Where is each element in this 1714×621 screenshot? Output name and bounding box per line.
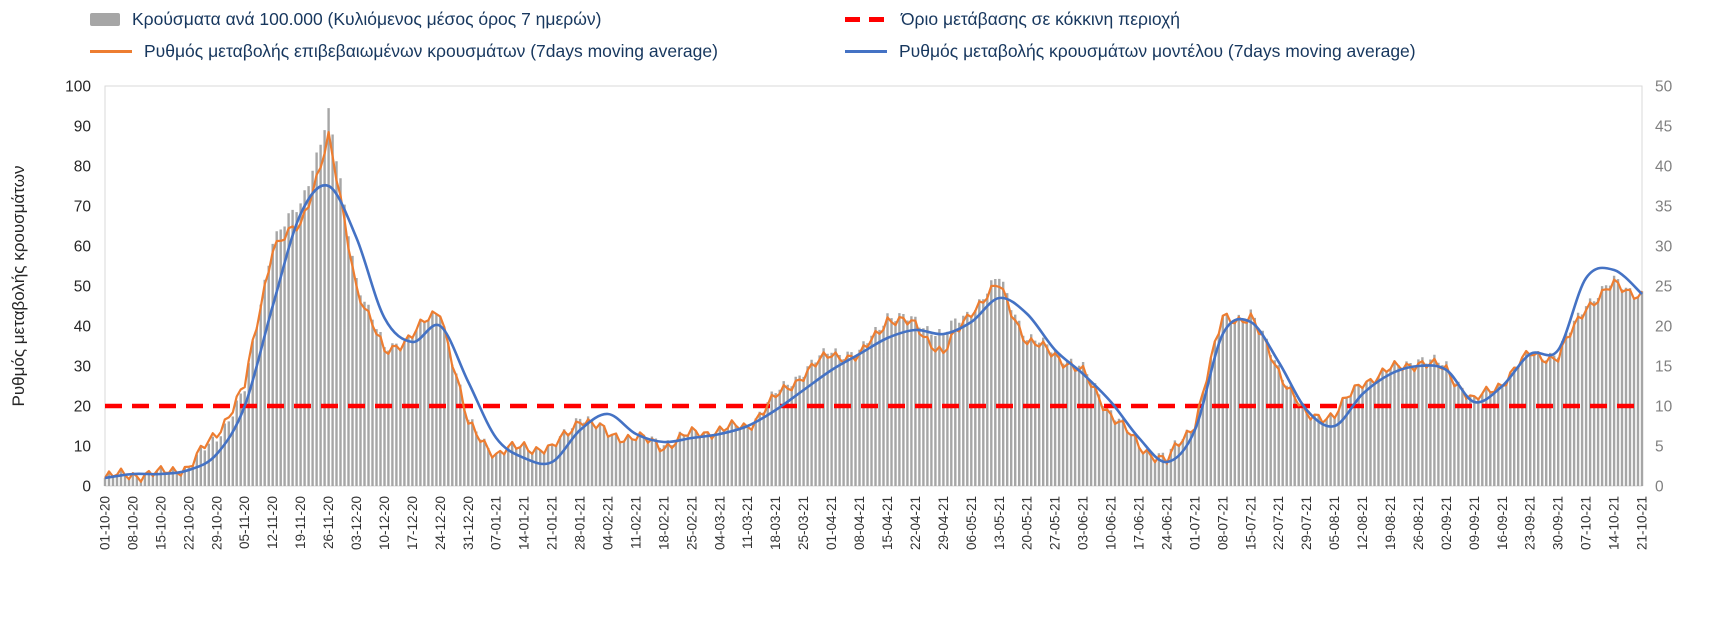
x-axis-tick: 24-06-21 [1159, 496, 1174, 550]
y-axis-tick-right: 10 [1655, 399, 1673, 416]
x-axis-tick: 12-11-20 [265, 496, 280, 549]
bar-swatch-icon [90, 13, 120, 27]
y-axis-tick-right: 40 [1655, 159, 1673, 176]
x-axis-tick: 04-03-21 [712, 496, 727, 550]
blue-line-swatch-icon [845, 50, 887, 54]
x-axis-tick: 02-09-21 [1439, 496, 1454, 550]
legend-item-model-rate: Ρυθμός μεταβολής κρουσμάτων μοντέλου (7d… [845, 41, 1416, 61]
legend-label-model-rate: Ρυθμός μεταβολής κρουσμάτων μοντέλου (7d… [899, 41, 1416, 61]
x-axis-tick: 10-06-21 [1104, 496, 1119, 550]
y-axis-title: Ρυθμός μεταβολής κρουσμάτων [9, 166, 28, 407]
y-axis-tick-left: 100 [65, 79, 91, 96]
y-axis-tick-right: 25 [1655, 279, 1672, 296]
cases-bars-series [103, 108, 1644, 486]
plot-border [104, 85, 1643, 487]
x-axis-tick: 22-07-21 [1271, 496, 1286, 550]
x-axis-tick: 25-02-21 [684, 496, 699, 550]
y-axis-tick-left: 70 [74, 199, 92, 216]
x-axis-tick: 15-04-21 [880, 496, 895, 550]
x-axis-tick: 16-09-21 [1495, 496, 1510, 550]
x-axis-tick: 29-04-21 [936, 496, 951, 550]
y-axis-tick-right: 45 [1655, 119, 1672, 136]
x-axis-tick: 21-10-21 [1635, 496, 1650, 550]
y-axis-tick-right: 20 [1655, 319, 1673, 336]
x-axis-tick: 03-06-21 [1076, 496, 1091, 550]
y-axis-tick-left: 10 [74, 439, 92, 456]
x-axis-tick: 26-11-20 [321, 496, 336, 549]
x-axis-tick: 04-02-21 [601, 496, 616, 550]
x-axis-tick: 22-04-21 [908, 496, 923, 550]
x-axis-tick: 13-05-21 [992, 496, 1007, 550]
x-axis-tick: 11-03-21 [740, 496, 755, 549]
legend-label-threshold: Όριο μετάβασης σε κόκκινη περιοχή [901, 9, 1181, 29]
x-axis-tick: 15-07-21 [1243, 496, 1258, 550]
x-axis-tick: 29-10-20 [209, 496, 224, 550]
x-axis-tick: 01-10-20 [98, 496, 113, 550]
legend-label-confirmed-rate: Ρυθμός μεταβολής επιβεβαιωμένων κρουσμάτ… [144, 41, 718, 61]
x-axis-tick: 14-01-21 [517, 496, 532, 550]
x-axis-tick: 22-10-20 [181, 496, 196, 550]
y-axis-tick-left: 80 [74, 159, 92, 176]
y-axis-tick-right: 30 [1655, 239, 1673, 256]
y-axis-tick-right: 50 [1655, 79, 1673, 96]
x-axis-tick: 20-05-21 [1020, 496, 1035, 550]
dashed-line-swatch-icon [845, 17, 889, 22]
x-axis-tick: 24-12-20 [433, 496, 448, 550]
x-axis-tick: 17-12-20 [405, 496, 420, 550]
x-axis-tick: 06-05-21 [964, 496, 979, 550]
x-axis-tick: 28-01-21 [573, 496, 588, 550]
x-axis-tick: 26-08-21 [1411, 496, 1426, 550]
x-axis-tick: 03-12-20 [349, 496, 364, 550]
y-axis-tick-right: 15 [1655, 359, 1672, 376]
x-axis-tick: 07-01-21 [489, 496, 504, 550]
x-axis-tick: 14-10-21 [1607, 496, 1622, 550]
x-axis-tick: 11-02-21 [628, 496, 643, 549]
y-axis-tick-left: 50 [74, 279, 92, 296]
plot-area: 0 10 20 30 40 50 60 70 80 90 100 0 5 10 15 20 25 30 35 40 45… [65, 79, 1672, 551]
x-axis-tick: 09-09-21 [1467, 496, 1482, 550]
y-axis-tick-right: 35 [1655, 199, 1672, 216]
y-axis-tick-right: 5 [1655, 439, 1664, 456]
x-axis-tick: 31-12-20 [461, 496, 476, 550]
confirmed-rate-line [104, 131, 1643, 483]
x-axis-tick: 15-10-20 [153, 496, 168, 550]
legend-item-confirmed-rate: Ρυθμός μεταβολής επιβεβαιωμένων κρουσμάτ… [90, 41, 718, 61]
x-axis-tick: 05-11-20 [237, 496, 252, 549]
x-axis-tick: 01-07-21 [1187, 496, 1202, 550]
x-axis-tick: 08-07-21 [1215, 496, 1230, 550]
x-axis-tick: 18-02-21 [656, 496, 671, 550]
legend-label-cases-bars: Κρούσματα ανά 100.000 (Κυλιόμενος μέσος … [132, 9, 602, 29]
y-axis-tick-left: 20 [74, 399, 92, 416]
x-axis-tick: 17-06-21 [1131, 496, 1146, 550]
x-axis-tick: 08-04-21 [852, 496, 867, 550]
x-axis-tick: 29-07-21 [1299, 496, 1314, 550]
legend-item-threshold: Όριο μετάβασης σε κόκκινη περιοχή [845, 9, 1181, 29]
x-axis-tick: 27-05-21 [1048, 496, 1063, 550]
y-axis-tick-left: 0 [82, 479, 91, 496]
x-axis-tick: 21-01-21 [545, 496, 560, 550]
y-axis-tick-right: 0 [1655, 479, 1664, 496]
x-axis-tick: 18-03-21 [768, 496, 783, 550]
legend-item-cases-bars: Κρούσματα ανά 100.000 (Κυλιόμενος μέσος … [90, 9, 602, 29]
x-axis-tick: 01-04-21 [824, 496, 839, 550]
x-axis-tick: 10-12-20 [377, 496, 392, 550]
x-axis-tick: 07-10-21 [1579, 496, 1594, 550]
x-axis-tick: 05-08-21 [1327, 496, 1342, 550]
x-axis-tick: 23-09-21 [1523, 496, 1538, 550]
y-axis-tick-left: 30 [74, 359, 92, 376]
y-axis-tick-left: 40 [74, 319, 92, 336]
x-axis-tick: 30-09-21 [1551, 496, 1566, 550]
x-axis-tick: 19-11-20 [293, 496, 308, 549]
x-axis-tick: 08-10-20 [125, 496, 140, 550]
model-rate-line [104, 183, 1643, 480]
x-axis-tick: 19-08-21 [1383, 496, 1398, 550]
y-axis-tick-left: 90 [74, 119, 92, 136]
x-axis-tick: 12-08-21 [1355, 496, 1370, 550]
y-axis-tick-left: 60 [74, 239, 92, 256]
x-axis-tick: 25-03-21 [796, 496, 811, 550]
orange-line-swatch-icon [90, 50, 132, 54]
